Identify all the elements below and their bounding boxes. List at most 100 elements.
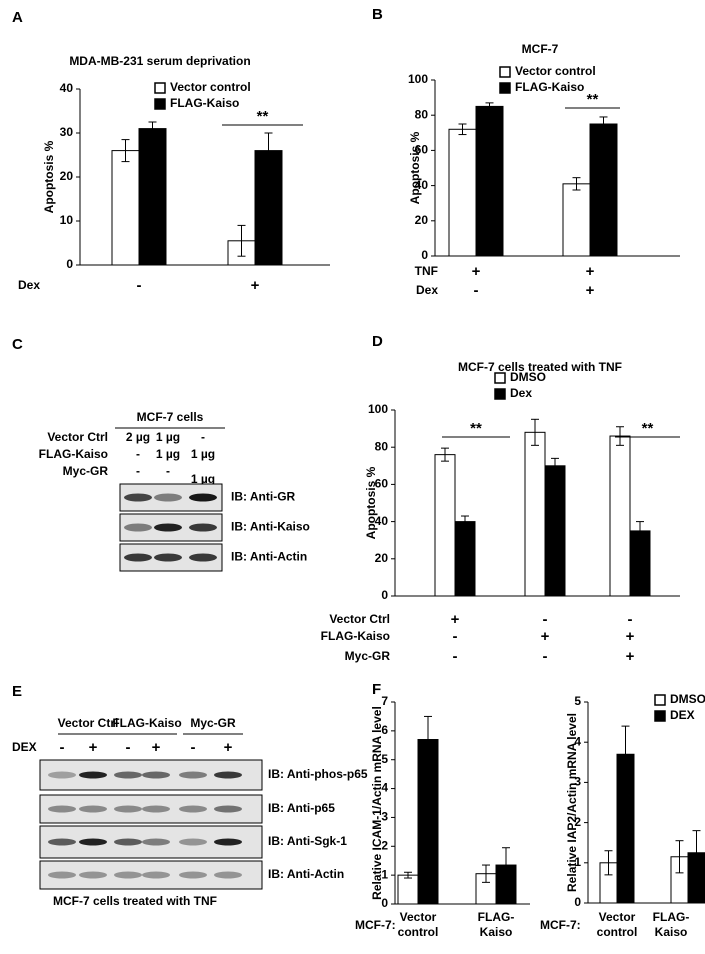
y-axis-label: Apoptosis % [42, 140, 56, 213]
error-bar [551, 457, 559, 474]
bar [454, 521, 476, 597]
y-tick-label: 3 [381, 810, 388, 824]
band [79, 771, 107, 779]
condition-value: - [126, 739, 131, 756]
band [124, 493, 152, 502]
band [142, 805, 170, 813]
chart-title: MCF-7 [522, 42, 559, 56]
condition-value: - [543, 611, 548, 628]
y-tick-label: 40 [415, 178, 429, 192]
bar [254, 150, 283, 266]
blot-title: MCF-7 cells [137, 410, 204, 424]
condition-value: + [251, 277, 260, 294]
y-tick-label: 40 [60, 81, 74, 95]
condition-value: 1 µg [156, 447, 180, 461]
y-tick-label: 60 [415, 143, 429, 157]
error-bar [531, 418, 539, 446]
condition-value: - [60, 739, 65, 756]
error-bar [485, 102, 494, 111]
panel-label: F [372, 681, 381, 698]
error-bar [636, 521, 644, 541]
condition-value: 1 µg [191, 472, 215, 486]
condition-value: - [136, 464, 140, 478]
antibody-label: IB: Anti-phos-p65 [268, 767, 368, 781]
condition-label: DEX [12, 740, 37, 754]
y-tick-label: 0 [421, 248, 428, 262]
y-tick-label: 2 [381, 838, 388, 852]
category: FLAG-Kaiso [653, 910, 690, 939]
error-bar [502, 847, 510, 883]
x-tick-label: Vector control [397, 910, 439, 939]
group-label: Vector Ctrl [58, 716, 119, 730]
significance-label: ** [642, 420, 654, 437]
band [114, 805, 142, 813]
band [214, 771, 242, 779]
y-tick-label: 60 [375, 477, 389, 491]
error-bar [604, 850, 613, 876]
blot [39, 860, 263, 890]
condition-value: - [453, 628, 458, 645]
y-tick-label: 100 [368, 402, 388, 416]
y-axis-label: Apoptosis % [364, 466, 378, 539]
panel-label: C [12, 336, 23, 353]
group-label: FLAG-Kaiso [112, 716, 181, 730]
panel-label: B [372, 6, 383, 23]
y-tick-label: 1 [574, 855, 581, 869]
y-tick-label: 4 [574, 734, 581, 748]
y-tick-label: 80 [415, 107, 429, 121]
y-tick-label: 4 [381, 781, 388, 795]
band [189, 523, 217, 532]
condition-value: - [453, 648, 458, 665]
condition-label: Dex [416, 283, 438, 297]
band [79, 871, 107, 879]
band [154, 523, 182, 532]
category-axis-label: MCF-7: [355, 918, 396, 932]
legend-label: DMSO [670, 692, 705, 706]
condition-value: 1 µg [156, 430, 180, 444]
condition-value: + [472, 263, 481, 280]
band [114, 871, 142, 879]
y-tick-label: 20 [415, 213, 429, 227]
band [154, 553, 182, 562]
condition-label: FLAG-Kaiso [39, 447, 108, 461]
antibody-label: IB: Anti-Actin [231, 550, 307, 564]
condition-value: + [586, 282, 595, 299]
band [114, 838, 142, 846]
condition-value: + [224, 739, 233, 756]
legend-label: Dex [510, 386, 532, 400]
bar [562, 183, 591, 257]
category: Vector control [397, 910, 439, 939]
y-tick-label: 5 [574, 694, 581, 708]
y-tick-label: 30 [60, 125, 74, 139]
condition-label: Myc-GR [63, 464, 109, 478]
legend-swatch [654, 710, 666, 722]
band [48, 805, 76, 813]
error-bar [148, 121, 157, 136]
band [214, 871, 242, 879]
error-bar [692, 830, 701, 876]
bar [397, 874, 419, 905]
condition-value: + [451, 611, 460, 628]
bar [138, 128, 167, 266]
group-label: Myc-GR [190, 716, 236, 730]
error-bar [264, 132, 273, 169]
condition-label: FLAG-Kaiso [321, 629, 390, 643]
y-tick-label: 100 [408, 72, 428, 86]
y-tick-label: 0 [66, 257, 73, 271]
panel-label: D [372, 333, 383, 350]
legend-label: Vector control [515, 64, 596, 78]
error-bar [675, 840, 684, 874]
band [179, 871, 207, 879]
error-bar [458, 123, 467, 136]
y-tick-label: 80 [375, 439, 389, 453]
category: FLAG-Kaiso [478, 910, 515, 939]
condition-value: - [136, 447, 140, 461]
y-tick-label: 0 [574, 895, 581, 909]
band [48, 838, 76, 846]
error-bar [482, 864, 490, 883]
legend-swatch [154, 82, 166, 94]
error-bar [621, 725, 630, 783]
band [179, 771, 207, 779]
band [214, 805, 242, 813]
bar [544, 465, 566, 597]
